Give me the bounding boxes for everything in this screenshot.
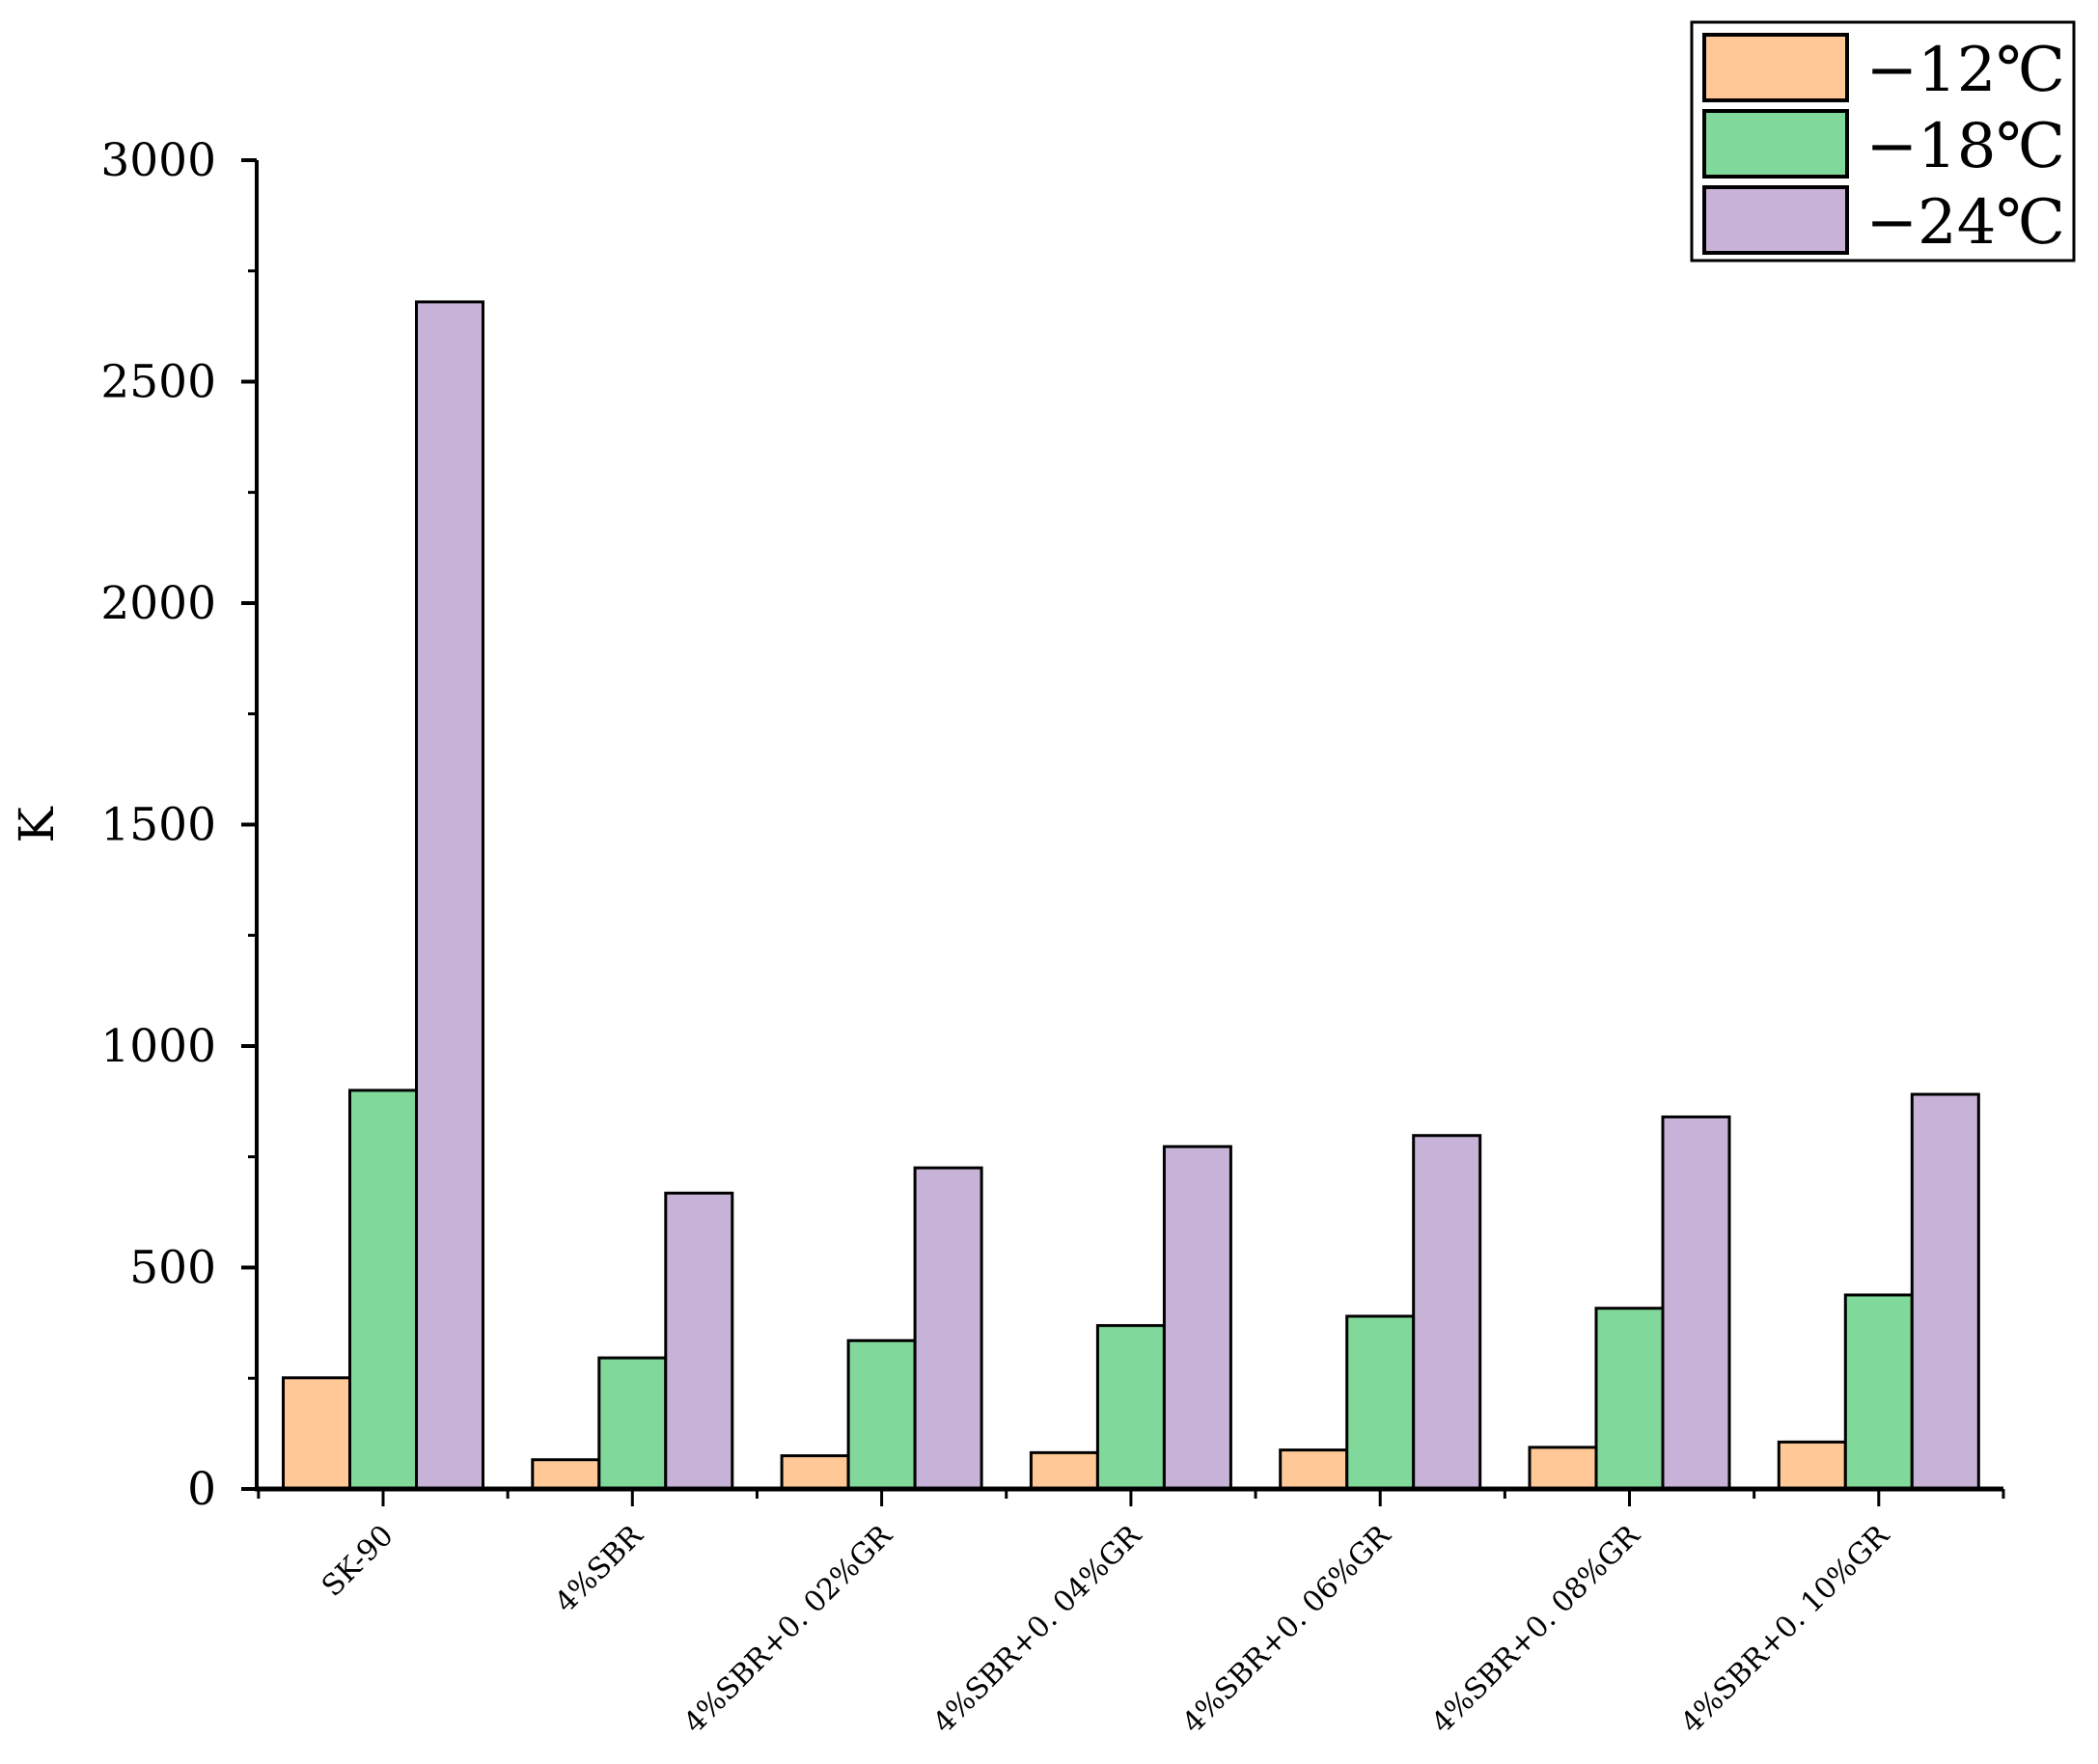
x-tick-label: 4%SBR+0. 10%GR xyxy=(1674,1518,1896,1740)
x-tick-label: 4%SBR+0. 02%GR xyxy=(677,1518,899,1740)
legend-label: −24℃ xyxy=(1865,187,2065,259)
x-tick-label: SK-90 xyxy=(316,1519,400,1604)
axes: SK-90 4%SBR 4%SBR+0. 02%GR 4%SBR+0. 04%GR 4%… xyxy=(100,134,2005,1740)
bar xyxy=(1162,1144,1232,1491)
bar xyxy=(348,1089,418,1491)
y-tick-label: 0 xyxy=(187,1463,216,1516)
bar xyxy=(1095,1324,1166,1491)
bar xyxy=(531,1458,601,1491)
bar xyxy=(913,1166,983,1491)
y-tick-label: 2000 xyxy=(100,577,216,630)
y-tick-label: 1000 xyxy=(100,1020,216,1073)
bar xyxy=(1910,1092,1980,1491)
bar xyxy=(1345,1314,1416,1491)
x-tick-label: 4%SBR+0. 08%GR xyxy=(1425,1518,1647,1740)
bar xyxy=(1029,1450,1099,1491)
legend: −12℃−18℃−24℃ xyxy=(1690,20,2076,262)
bar xyxy=(1279,1448,1349,1491)
bar xyxy=(415,300,484,1491)
legend-label: −18℃ xyxy=(1865,111,2065,182)
legend-swatch xyxy=(1702,185,1849,255)
bars xyxy=(282,300,1980,1491)
legend-swatch xyxy=(1702,109,1849,179)
y-tick-label: 2500 xyxy=(100,356,216,409)
bar xyxy=(1661,1115,1731,1491)
bar xyxy=(664,1191,734,1491)
bar xyxy=(597,1356,668,1491)
y-tick-label: 3000 xyxy=(100,134,216,187)
bar xyxy=(1777,1440,1847,1491)
bar xyxy=(1528,1446,1598,1491)
x-tick-label: 4%SBR xyxy=(548,1518,649,1619)
legend-label: −12℃ xyxy=(1865,35,2065,106)
bar xyxy=(282,1376,351,1491)
bar xyxy=(780,1454,850,1491)
x-tick-label: 4%SBR+0. 04%GR xyxy=(926,1518,1148,1740)
legend-swatch xyxy=(1702,33,1849,102)
y-axis-label: K xyxy=(9,806,65,843)
bar xyxy=(1843,1293,1914,1491)
bar xyxy=(1412,1134,1482,1491)
bar xyxy=(1594,1307,1665,1491)
y-tick-label: 500 xyxy=(129,1242,216,1295)
x-tick-label: 4%SBR+0. 06%GR xyxy=(1176,1518,1398,1740)
bar xyxy=(846,1338,917,1491)
y-tick-label: 1500 xyxy=(100,799,216,852)
